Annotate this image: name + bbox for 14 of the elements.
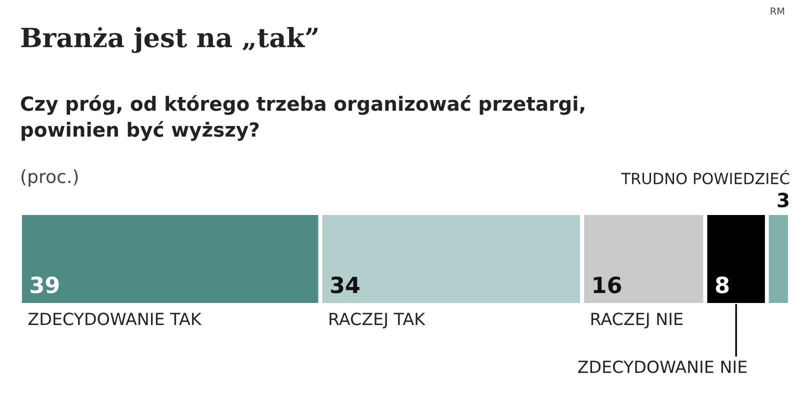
series-label: ZDECYDOWANIE TAK <box>28 312 202 326</box>
data-label: 34 <box>331 276 360 294</box>
data-label: 16 <box>594 276 622 294</box>
data-label: 39 <box>30 276 59 294</box>
text: RM <box>770 8 784 15</box>
text: ZDECYDOWANIE NIE <box>578 360 747 374</box>
data-label: 3 <box>778 192 788 208</box>
text: (proc.) <box>22 169 78 187</box>
series-label: RACZEJ NIE <box>591 312 682 328</box>
chart-title: Branża jest na „tak” <box>21 27 318 53</box>
series-label: TRUDNO POWIEDZIEĆ <box>621 170 790 184</box>
data-label: 8 <box>716 276 729 294</box>
series-label: RACZEJ TAK <box>330 312 426 328</box>
chart-subtitle: Czy próg, od którego trzeba organizować przetargi, powinien być wyższy? <box>20 95 584 141</box>
